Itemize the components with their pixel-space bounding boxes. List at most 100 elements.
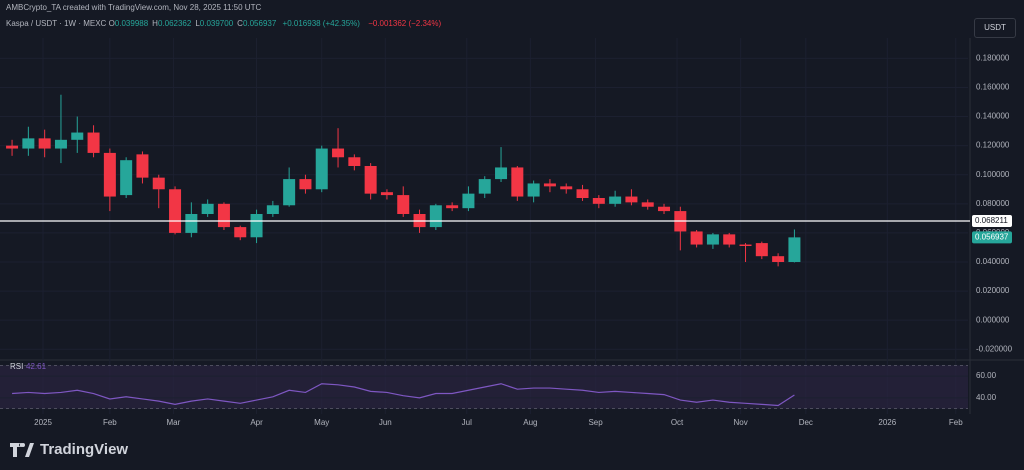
candle-body — [706, 234, 719, 245]
candle-body — [152, 177, 165, 190]
candle-body — [87, 132, 100, 153]
x-tick-label: Feb — [949, 418, 963, 427]
candle-body — [527, 183, 540, 197]
candle-body — [283, 179, 296, 206]
candle-body — [429, 205, 442, 228]
candle-body — [136, 154, 149, 178]
ohlc-key: O — [108, 19, 115, 28]
candle-body — [755, 243, 768, 257]
rsi-name: RSI — [10, 362, 23, 371]
rsi-value: 42.61 — [26, 362, 47, 371]
candle-body — [299, 179, 312, 190]
y-tick-label: 0.120000 — [976, 141, 1010, 150]
price-line-label: 0.068211 — [975, 216, 1008, 225]
candle-body — [788, 237, 801, 263]
candle-body — [511, 167, 524, 197]
y-tick-label: 0.020000 — [976, 286, 1010, 295]
candle-body — [38, 138, 51, 149]
brand-name: TradingView — [40, 441, 129, 458]
candle-body — [217, 203, 230, 228]
brand-logo — [10, 442, 34, 457]
legend-row: Kaspa / USDT · 1W · MEXC O0.039988 H0.062… — [6, 19, 441, 28]
y-tick-label: 0.180000 — [976, 53, 1010, 62]
rsi-line — [12, 383, 795, 407]
candle-body — [332, 148, 345, 158]
candle-body — [739, 244, 752, 246]
candle-body — [658, 206, 671, 212]
credit: AMBCrypto_TA created with TradingView.co… — [6, 3, 262, 12]
y-tick-label: 0.040000 — [976, 257, 1010, 266]
candle-body — [641, 202, 654, 207]
x-tick-label: Sep — [588, 418, 603, 427]
ohlc-key: C — [237, 19, 243, 28]
candle-body — [169, 189, 182, 233]
candle-body — [462, 193, 475, 209]
candle-body — [103, 152, 116, 197]
y-tick-label: 0.080000 — [976, 199, 1010, 208]
x-tick-label: Oct — [671, 418, 684, 427]
ohlc-value: 0.039988 — [114, 19, 149, 28]
rsi-tick-label: 40.00 — [976, 393, 997, 402]
candle-body — [185, 214, 198, 233]
ohlc-key: H — [152, 19, 158, 28]
y-tick-label: 0.160000 — [976, 83, 1010, 92]
last-price-label: 0.056937 — [975, 232, 1009, 241]
price-line-tag — [972, 214, 1012, 227]
x-tick-label: Jul — [462, 418, 472, 427]
candle-body — [266, 205, 279, 214]
chart: 2025 Feb Mar Apr May Jun Jul Aug Sep Oct Nov Dec 202… — [0, 38, 1024, 427]
candle-body — [6, 145, 19, 149]
candle-body — [22, 138, 35, 149]
candle-body — [234, 227, 247, 238]
candle-body — [250, 214, 263, 238]
x-tick-label: Mar — [167, 418, 181, 427]
brand: TradingView — [10, 441, 128, 458]
candle-body — [723, 234, 736, 245]
y-tick-label: 0.100000 — [976, 170, 1010, 179]
ohlc-value: 0.062362 — [157, 19, 192, 28]
x-tick-label: Dec — [799, 418, 813, 427]
change: +0.016938 (+42.35%) — [282, 19, 360, 28]
ohlc-key: L — [195, 19, 200, 28]
candle-body — [201, 203, 214, 214]
candle-body — [364, 166, 377, 194]
x-tick-label: May — [314, 418, 329, 427]
candle-body — [772, 256, 785, 262]
symbol: Kaspa / USDT · 1W · MEXC — [6, 19, 107, 28]
rsi-tick-label: 60.00 — [976, 371, 997, 380]
ohlc-value: 0.056937 — [242, 19, 277, 28]
candle-body — [54, 139, 67, 149]
y-tick-label: 0.140000 — [976, 112, 1010, 121]
candle-body — [348, 157, 361, 166]
x-tick-label: Nov — [734, 418, 748, 427]
x-tick-label: 2026 — [878, 418, 896, 427]
candle-body — [609, 196, 622, 204]
candle-body — [446, 205, 459, 209]
x-tick-label: Apr — [250, 418, 263, 427]
y-tick-label: -0.020000 — [976, 344, 1013, 353]
ohlc-value: 0.039700 — [199, 19, 234, 28]
candle-body — [495, 167, 508, 180]
y-tick-label: 0.000000 — [976, 315, 1010, 324]
candle-body — [625, 196, 638, 203]
candle-body — [560, 186, 573, 190]
candle-body — [380, 192, 393, 196]
candle-body — [397, 195, 410, 214]
candle-body — [478, 179, 491, 194]
last-price-tag — [972, 231, 1012, 244]
x-tick-label: 2025 — [34, 418, 52, 427]
ohlc: O0.039988 H0.062362 L0.039700 C0.056937 — [109, 19, 281, 28]
change-prev: −0.001362 (−2.34%) — [368, 19, 442, 28]
candle-body — [120, 160, 133, 196]
x-tick-label: Aug — [523, 418, 537, 427]
candle-body — [592, 198, 605, 204]
candle-body — [71, 132, 84, 140]
x-tick-label: Jun — [379, 418, 392, 427]
candle-body — [315, 148, 328, 190]
currency-button[interactable]: USDT — [974, 18, 1016, 38]
candle-body — [576, 189, 589, 198]
candle-body — [543, 183, 556, 187]
candle-body — [690, 231, 703, 245]
x-tick-label: Feb — [103, 418, 117, 427]
